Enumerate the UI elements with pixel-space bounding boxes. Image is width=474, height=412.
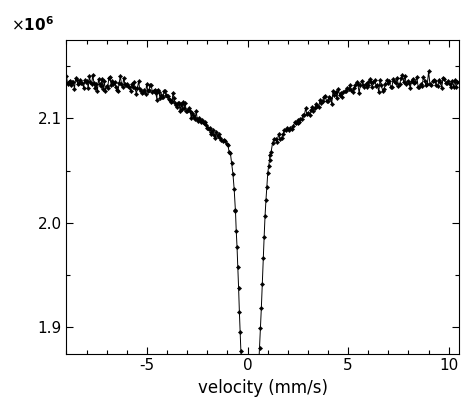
Text: $\times\mathbf{10^6}$: $\times\mathbf{10^6}$	[11, 15, 55, 34]
X-axis label: velocity (mm/s): velocity (mm/s)	[198, 379, 328, 397]
